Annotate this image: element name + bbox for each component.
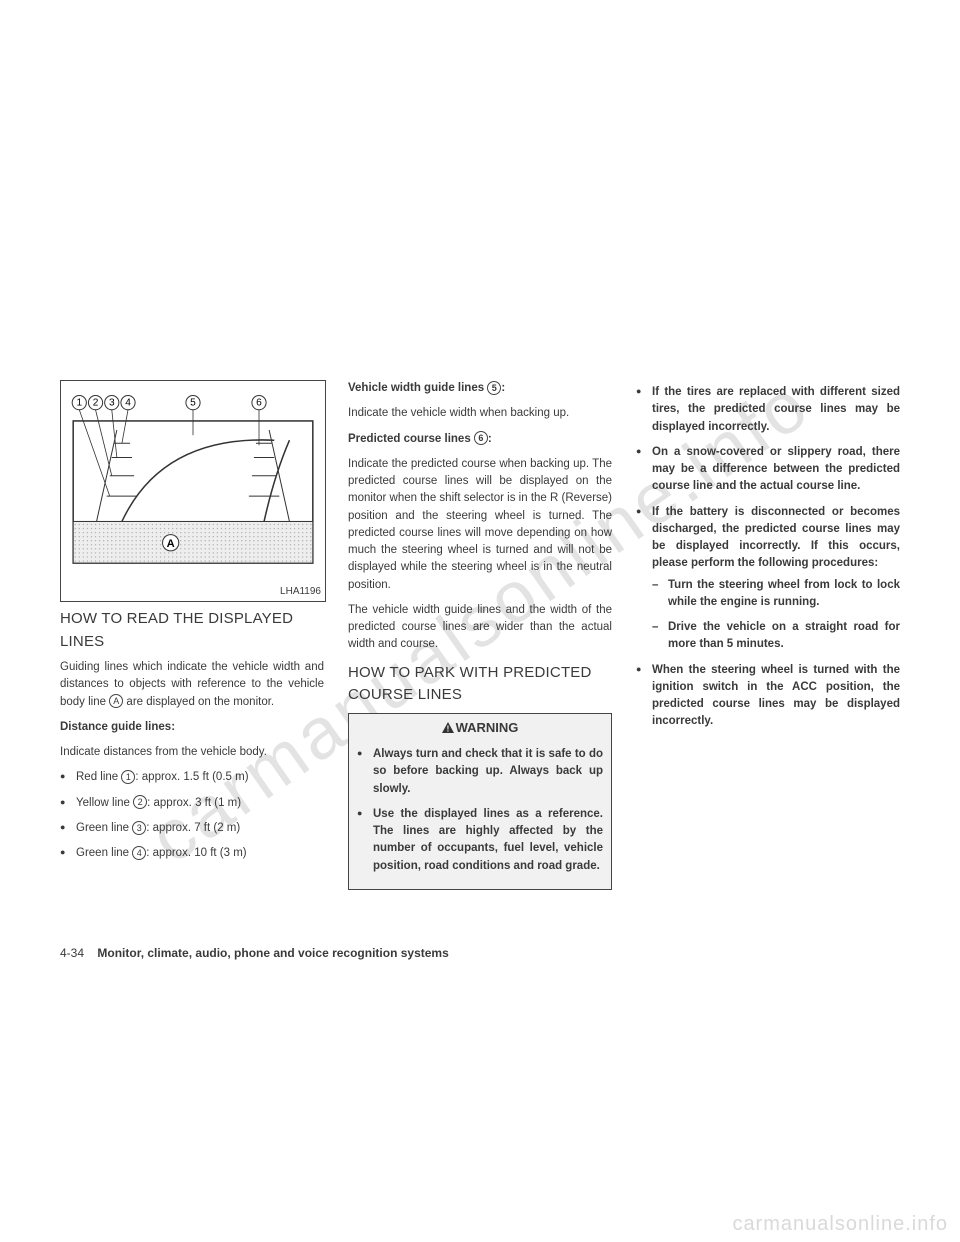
dist-item-3: Green line 3: approx. 7 ft (2 m): [60, 820, 324, 837]
svg-text:A: A: [167, 538, 175, 550]
vehicle-width-text: Indicate the vehicle width when backing …: [348, 405, 612, 422]
dist-item-1: Red line 1: approx. 1.5 ft (0.5 m): [60, 769, 324, 786]
col3-sub-1: Turn the steering wheel from lock to loc…: [652, 577, 900, 612]
column-1: 1 2 3 4 5 6: [60, 380, 324, 890]
col3-sub-2: Drive the vehicle on a straight road for…: [652, 619, 900, 654]
warning-label: WARNING: [456, 720, 519, 735]
warning-body: Always turn and check that it is safe to…: [349, 746, 611, 889]
predicted-course-text-2: The vehicle width guide lines and the wi…: [348, 602, 612, 654]
svg-text:1: 1: [76, 398, 82, 409]
warning-header: ! WARNING: [349, 714, 611, 743]
figure-svg: 1 2 3 4 5 6: [61, 381, 325, 601]
col3-item-3: If the battery is disconnected or become…: [636, 504, 900, 654]
warning-triangle-icon: !: [442, 719, 454, 739]
warning-item-1: Always turn and check that it is safe to…: [357, 746, 603, 798]
page-number: 4-34: [60, 946, 84, 960]
col3-item-1: If the tires are replaced with different…: [636, 384, 900, 436]
page-content: 1 2 3 4 5 6: [0, 0, 960, 890]
section-heading-park: HOW TO PARK WITH PREDICTED COURSE LINES: [348, 662, 612, 707]
svg-text:5: 5: [190, 398, 196, 409]
col3-list: If the tires are replaced with different…: [636, 384, 900, 731]
marker-a-inline: A: [109, 694, 123, 708]
svg-text:3: 3: [109, 398, 115, 409]
dist-item-2: Yellow line 2: approx. 3 ft (1 m): [60, 795, 324, 812]
guide-lines-figure: 1 2 3 4 5 6: [60, 380, 326, 602]
column-2: Vehicle width guide lines 5: Indicate th…: [348, 380, 612, 890]
vehicle-width-heading: Vehicle width guide lines 5:: [348, 380, 612, 397]
footer-title: Monitor, climate, audio, phone and voice…: [97, 946, 448, 960]
warning-item-2: Use the displayed lines as a reference. …: [357, 806, 603, 875]
distance-guide-heading: Distance guide lines:: [60, 719, 324, 736]
svg-text:2: 2: [93, 398, 99, 409]
col3-item-2: On a snow-covered or slippery road, ther…: [636, 444, 900, 496]
distance-list: Red line 1: approx. 1.5 ft (0.5 m) Yello…: [60, 769, 324, 862]
dist-item-4: Green line 4: approx. 10 ft (3 m): [60, 845, 324, 862]
col3-item-4: When the steering wheel is turned with t…: [636, 662, 900, 731]
svg-text:4: 4: [125, 398, 131, 409]
bottom-brand: carmanualsonline.info: [732, 1213, 948, 1236]
warning-box: ! WARNING Always turn and check that it …: [348, 713, 612, 890]
predicted-course-text-1: Indicate the predicted course when backi…: [348, 456, 612, 594]
section-heading-read-lines: HOW TO READ THE DISPLAYED LINES: [60, 608, 324, 653]
intro-paragraph: Guiding lines which indicate the vehicle…: [60, 659, 324, 711]
svg-text:6: 6: [256, 398, 262, 409]
page-footer: 4-34 Monitor, climate, audio, phone and …: [60, 946, 449, 960]
svg-text:!: !: [446, 724, 449, 733]
predicted-course-heading: Predicted course lines 6:: [348, 431, 612, 448]
column-3: If the tires are replaced with different…: [636, 380, 900, 890]
figure-label: LHA1196: [280, 584, 321, 599]
distance-guide-intro: Indicate distances from the vehicle body…: [60, 744, 324, 761]
